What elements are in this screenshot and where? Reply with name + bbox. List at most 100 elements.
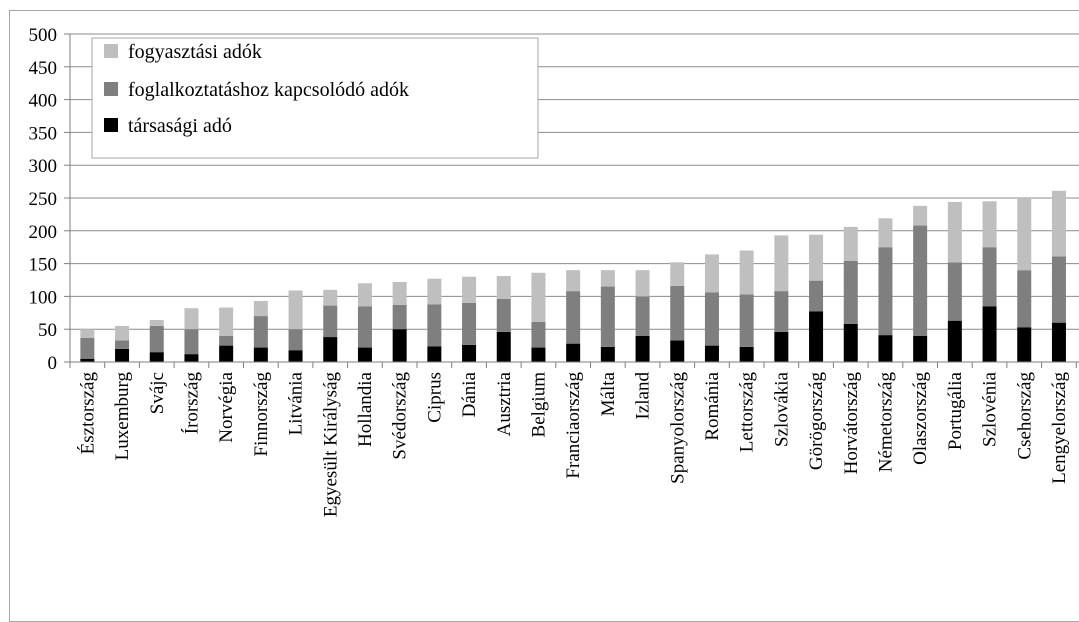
y-tick-label: 500 [29, 25, 58, 46]
bar-segment-employment [913, 225, 928, 336]
x-tick-label: Lettország [737, 372, 758, 453]
bar-segment-consumption [392, 281, 407, 305]
bar-segment-employment [462, 302, 477, 345]
bar-segment-employment [809, 280, 824, 312]
y-tick-label: 100 [29, 287, 58, 308]
x-tick-label: Olaszország [910, 372, 931, 465]
bar-segment-consumption [219, 307, 234, 336]
bar-segment-consumption [635, 270, 650, 297]
bar-segment-corporate [496, 331, 511, 362]
bar-segment-corporate [357, 347, 372, 362]
bar-segment-consumption [843, 226, 858, 261]
bar-segment-employment [323, 305, 338, 338]
x-tick-label: Szlovákia [771, 371, 792, 446]
bar-segment-corporate [288, 350, 303, 362]
bar-segment-employment [635, 296, 650, 336]
bar-segment-employment [184, 329, 199, 355]
x-tick-label: Németország [875, 372, 896, 473]
y-tick-label: 400 [29, 91, 58, 112]
bar-segment-employment [357, 306, 372, 348]
x-tick-label: Horvátország [841, 372, 862, 475]
bar-segment-corporate [809, 311, 824, 362]
bar-segment-employment [704, 292, 719, 346]
bar-segment-corporate [1051, 322, 1066, 362]
bar-segment-corporate [219, 345, 234, 362]
y-tick-label: 150 [29, 255, 58, 276]
bar-segment-corporate [739, 346, 754, 362]
bar-segment-corporate [531, 347, 546, 362]
bar-segment-corporate [947, 320, 962, 362]
bar-segment-employment [982, 247, 997, 307]
bar-segment-corporate [80, 358, 95, 362]
x-tick-label: Egyesült Királyság [320, 372, 341, 518]
bar-segment-employment [566, 291, 581, 344]
axes [64, 33, 1079, 368]
bar-segment-employment [427, 304, 442, 347]
x-tick-label: Litvánia [286, 371, 307, 435]
legend-swatch-corporate [104, 118, 118, 132]
bar-segment-consumption [253, 300, 268, 317]
bar-segment-employment [670, 285, 685, 341]
bar-segment-corporate [462, 344, 477, 362]
x-tick-label: Görögország [806, 372, 827, 471]
bar-segment-consumption [704, 254, 719, 293]
bar-segment-consumption [670, 262, 685, 286]
bar-segment-consumption [1017, 198, 1032, 271]
x-tick-label: Románia [702, 371, 723, 440]
x-tick-label: Svédország [390, 372, 411, 460]
bar-segment-consumption [149, 320, 164, 326]
y-tick-label: 50 [38, 320, 57, 341]
x-tick-label: Lengyelország [1049, 372, 1070, 484]
bar-segment-employment [219, 335, 234, 346]
bar-segment-consumption [809, 234, 824, 281]
y-tick-label: 300 [29, 156, 58, 177]
x-tick-label: Izland [633, 372, 654, 420]
legend-box [91, 37, 539, 159]
bar-segment-consumption [115, 325, 130, 341]
x-tick-label: Franciaország [563, 372, 584, 479]
bar-segment-consumption [531, 272, 546, 322]
legend-swatch-consumption [104, 44, 118, 58]
bar-segment-employment [80, 337, 95, 359]
bar-segment-corporate [704, 345, 719, 362]
x-tick-label: Írország [180, 372, 202, 435]
bar-segment-employment [115, 340, 130, 349]
bar-segment-corporate [1017, 327, 1032, 362]
bar-segment-corporate [774, 331, 789, 362]
legend-label-employment: foglalkoztatáshoz kapcsolódó adók [128, 79, 409, 101]
bar-segment-consumption [878, 218, 893, 248]
y-tick-label: 250 [29, 189, 58, 210]
y-tick-label: 350 [29, 123, 58, 144]
x-tick-label: Svájc [147, 372, 168, 414]
x-tick-label: Szlovénia [980, 371, 1001, 446]
bar-segment-corporate [670, 340, 685, 362]
x-tick-label: Hollandia [355, 371, 376, 446]
legend-swatch-employment [104, 82, 118, 96]
bar-segment-consumption [774, 235, 789, 292]
stacked-bar-chart: 0 50 100 150 200 250 300 350 400 450 500 Észtorszá… [29, 25, 1079, 518]
bar-segment-corporate [115, 348, 130, 362]
bar-segment-corporate [982, 306, 997, 362]
x-tick-labels: Észtország Luxemburg Svájc Írország Norvégia… [76, 371, 1070, 518]
bar-segment-consumption [739, 250, 754, 295]
x-tick-label: Spanyolország [667, 372, 688, 484]
bar-segment-corporate [635, 335, 650, 362]
bar-segment-corporate [184, 354, 199, 362]
x-tick-label: Észtország [76, 372, 98, 455]
bar-segment-employment [149, 325, 164, 353]
x-tick-label: Málta [598, 371, 619, 416]
bar-segment-consumption [184, 308, 199, 330]
bar-segment-corporate [149, 352, 164, 362]
bar-segment-employment [253, 316, 268, 348]
bar-segment-corporate [323, 337, 338, 362]
x-tick-label: Ciprus [424, 372, 445, 423]
bar-segment-consumption [288, 290, 303, 330]
bar-segment-consumption [1051, 190, 1066, 257]
x-tick-label: Csehország [1014, 372, 1035, 460]
x-tick-label: Dánia [459, 371, 480, 417]
y-tick-label: 200 [29, 222, 58, 243]
gridlines [70, 33, 1079, 330]
bar-segment-consumption [323, 289, 338, 306]
y-tick-labels: 0 50 100 150 200 250 300 350 400 450 500 [29, 25, 58, 374]
legend: fogyasztási adók foglalkoztatáshoz kapcs… [91, 37, 539, 159]
